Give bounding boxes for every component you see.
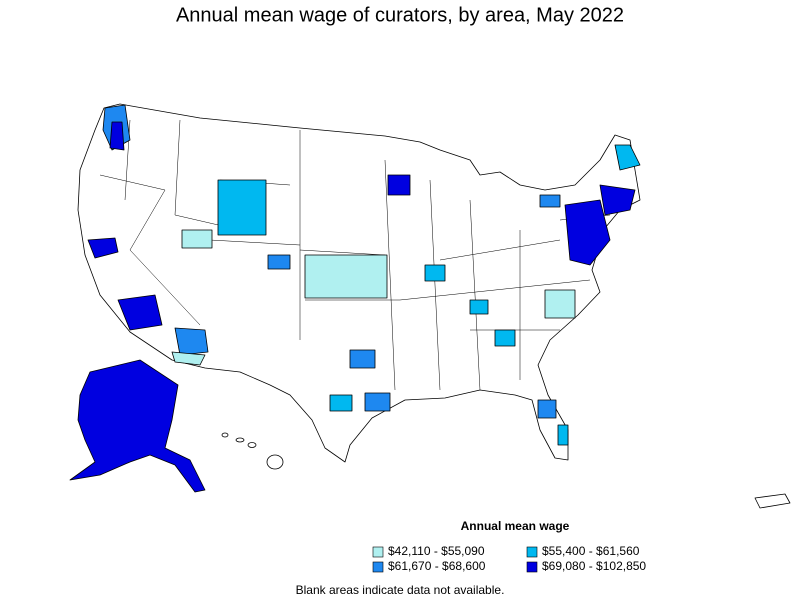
area: [537, 399, 557, 419]
map-title: Annual mean wage of curators, by area, M…: [176, 4, 624, 26]
area: [109, 121, 125, 151]
area: [539, 194, 561, 208]
area: [557, 424, 569, 446]
legend-label: $69,080 - $102,850: [542, 559, 646, 573]
area: [217, 179, 267, 236]
area: [87, 237, 119, 259]
area: [544, 289, 576, 319]
legend: $42,110 - $55,090 $55,400 - $61,560 $61,67…: [372, 544, 646, 573]
area: [424, 264, 446, 282]
area: [174, 327, 209, 356]
area: [364, 392, 391, 412]
legend-swatch: [372, 546, 384, 558]
area: [494, 329, 516, 347]
puerto-rico: [754, 493, 791, 509]
area: [304, 254, 388, 299]
area: [181, 229, 213, 249]
footnote: Blank areas indicate data not available.: [296, 583, 505, 597]
area: [329, 394, 353, 412]
area: [614, 144, 641, 171]
legend-label: $42,110 - $55,090: [388, 544, 485, 558]
area: [599, 184, 636, 216]
area: [267, 254, 291, 270]
legend-swatch: [526, 546, 538, 558]
alaska: [69, 359, 206, 493]
area: [171, 351, 206, 366]
legend-label: $61,670 - $68,600: [388, 559, 486, 573]
area: [117, 294, 163, 331]
area: [349, 349, 376, 369]
legend-swatch: [372, 561, 384, 573]
area: [387, 174, 411, 196]
area: [469, 299, 489, 315]
hawaii: [221, 432, 284, 470]
area: [564, 199, 611, 266]
legend-label: $55,400 - $61,560: [542, 544, 640, 558]
legend-swatch: [526, 561, 538, 573]
legend-title: Annual mean wage: [461, 519, 570, 533]
us-map: [69, 103, 791, 509]
